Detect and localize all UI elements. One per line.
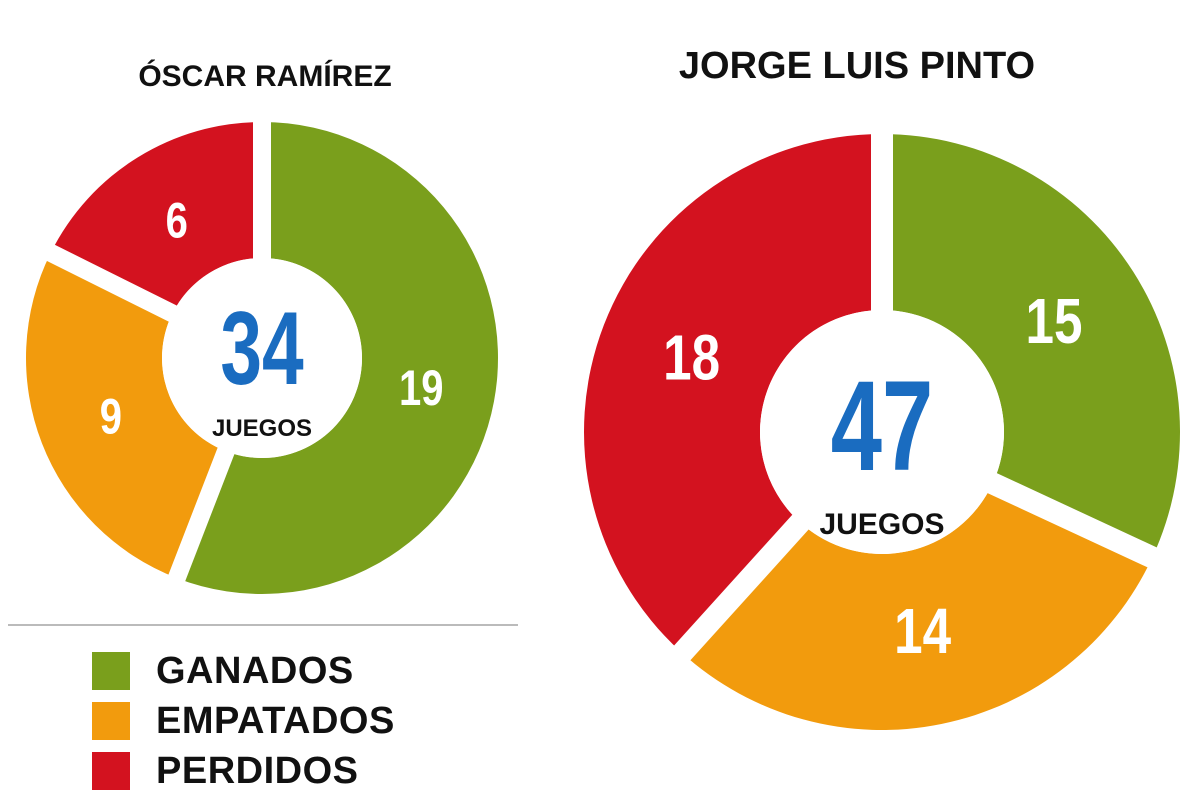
donut-segment-empatados	[682, 483, 1153, 731]
legend-item-perdidos: PERDIDOS	[92, 746, 395, 796]
segment-gap	[670, 511, 812, 665]
segment-value-label: 6	[166, 192, 188, 248]
donut-segment-ganados	[882, 134, 1180, 558]
donut-center	[760, 310, 1004, 554]
segment-value-label: 19	[399, 360, 443, 416]
segment-value-label: 9	[100, 388, 122, 444]
donut-segment-perdidos	[584, 134, 882, 654]
segment-value-label: 18	[663, 323, 720, 394]
total-games-label: JUEGOS	[212, 415, 312, 442]
legend-item-empatados: EMPATADOS	[92, 696, 395, 746]
segment-gap	[983, 471, 1162, 570]
chart-title: JORGE LUIS PINTO	[679, 45, 1035, 87]
donut-center	[162, 258, 362, 458]
legend-label: GANADOS	[156, 649, 354, 692]
legend-swatch-empatados	[92, 702, 130, 740]
legend: GANADOS EMPATADOS PERDIDOS	[92, 646, 395, 796]
segment-gap	[166, 443, 237, 586]
legend-divider	[8, 624, 518, 626]
total-games-label: JUEGOS	[819, 508, 944, 541]
segment-value-label: 15	[1025, 287, 1082, 358]
legend-item-ganados: GANADOS	[92, 646, 395, 696]
total-games-value: 34	[220, 291, 303, 407]
donut-segment-ganados	[176, 122, 499, 595]
donut-segment-perdidos	[50, 122, 263, 314]
segment-gap	[42, 242, 181, 324]
legend-label: EMPATADOS	[156, 699, 395, 742]
legend-label: PERDIDOS	[156, 749, 359, 792]
total-games-value: 47	[831, 354, 934, 497]
legend-swatch-ganados	[92, 652, 130, 690]
donut-segment-empatados	[26, 252, 226, 579]
segment-value-label: 14	[894, 597, 951, 668]
chart-title: ÓSCAR RAMÍREZ	[138, 59, 391, 93]
legend-swatch-perdidos	[92, 752, 130, 790]
